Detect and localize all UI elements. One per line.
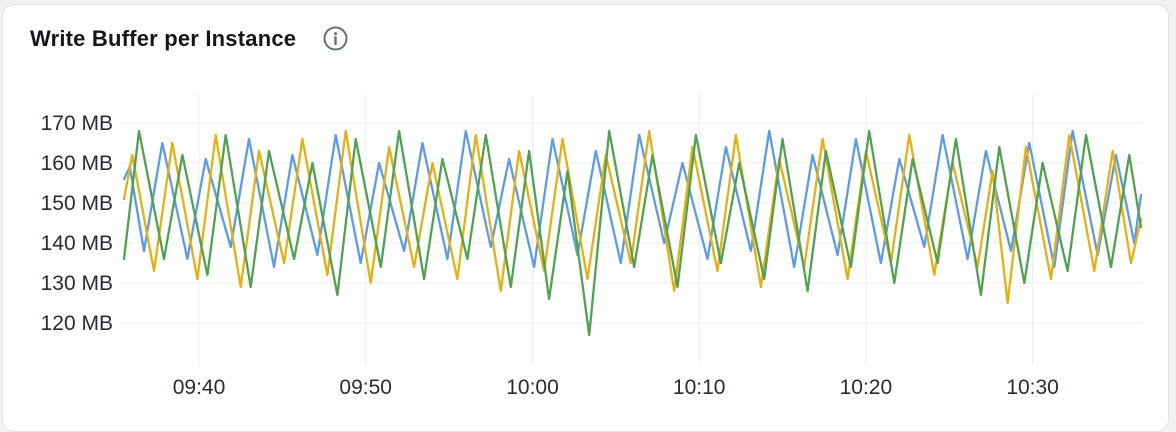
x-tick-label: 10:10 <box>673 376 726 399</box>
x-tick-label: 09:40 <box>173 376 226 399</box>
y-tick-label: 130 MB <box>41 272 113 295</box>
page: { "card": { "title": "Write Buffer per I… <box>2 4 1169 432</box>
series-blue-line[interactable] <box>122 129 1143 269</box>
x-tick-label: 10:30 <box>1006 376 1059 399</box>
axis-labels: 09:40 09:50 10:00 10:10 10:20 10:30 170 MB 160 … <box>41 112 1059 399</box>
series-green-line[interactable] <box>122 129 1143 337</box>
x-tick-label: 10:00 <box>506 376 559 399</box>
series-lines <box>122 129 1143 337</box>
y-tick-label: 170 MB <box>41 112 113 135</box>
info-icon[interactable] <box>322 25 349 52</box>
series-yellow-line[interactable] <box>122 129 1143 305</box>
gridlines <box>119 95 1143 365</box>
y-tick-label: 160 MB <box>41 152 113 175</box>
y-tick-label: 140 MB <box>41 232 113 255</box>
chart-title: Write Buffer per Instance <box>30 25 297 51</box>
y-tick-label: 120 MB <box>41 312 113 335</box>
write-buffer-chart[interactable]: 09:40 09:50 10:00 10:10 10:20 10:30 170 MB 160 … <box>3 83 1176 413</box>
chart-card: Write Buffer per Instance 09:40 09:50 10:0… <box>2 4 1169 432</box>
y-tick-label: 150 MB <box>41 192 113 215</box>
x-tick-label: 09:50 <box>339 376 392 399</box>
x-tick-label: 10:20 <box>840 376 893 399</box>
chart-card-header: Write Buffer per Instance <box>30 25 349 52</box>
